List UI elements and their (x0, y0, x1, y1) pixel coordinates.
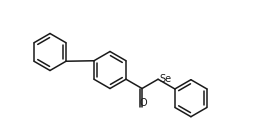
Text: Se: Se (159, 74, 172, 84)
Text: O: O (139, 98, 147, 108)
